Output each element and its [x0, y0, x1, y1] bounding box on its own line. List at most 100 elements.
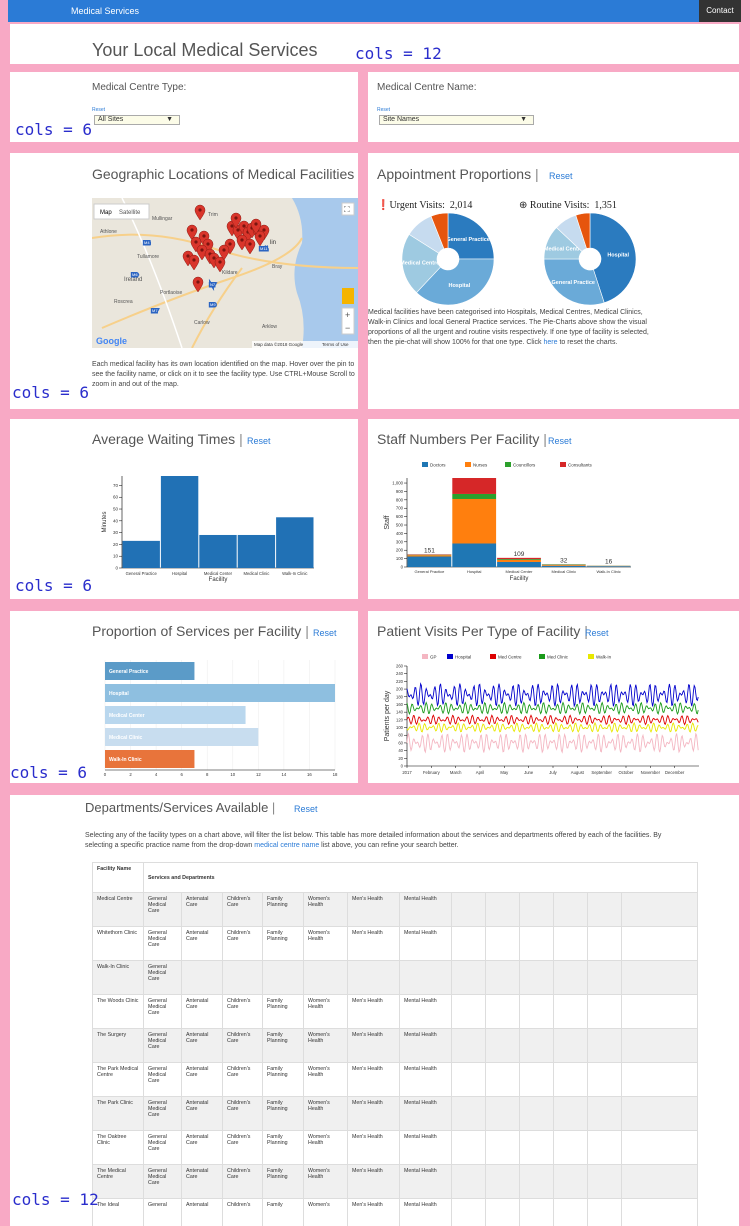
bar[interactable] — [237, 534, 276, 568]
map-pin-icon[interactable] — [218, 244, 230, 261]
bar[interactable] — [105, 728, 259, 746]
pie-slice[interactable] — [447, 212, 495, 260]
staff-bar-chart[interactable]: Doctors Nurses Councillors Consultants 0 100 2… — [377, 456, 639, 586]
stacked-bar-segment[interactable] — [497, 557, 541, 560]
table-row[interactable]: The Medical Centre General Medical Care An… — [92, 1164, 699, 1199]
bar[interactable] — [160, 476, 199, 568]
table-row[interactable]: Walk-In Clinic General Medical Care — [92, 960, 699, 995]
bar[interactable] — [105, 750, 195, 768]
pie-slice[interactable] — [543, 258, 605, 306]
medical-centre-name-link[interactable]: medical centre name — [254, 842, 320, 849]
service-cell: Children's Care — [222, 1164, 263, 1199]
map-pin-icon[interactable] — [194, 204, 206, 221]
series-line[interactable] — [406, 732, 699, 754]
series-line[interactable] — [406, 682, 699, 708]
stacked-bar-segment[interactable] — [407, 555, 452, 557]
zoom-out-button[interactable]: − — [345, 323, 350, 333]
map-pin-icon[interactable] — [186, 224, 198, 241]
pie-slice[interactable] — [401, 233, 441, 293]
map-pin-icon[interactable] — [192, 276, 204, 293]
table-row[interactable]: The Woods Clinic General Medical Care Ante… — [92, 994, 699, 1029]
type-filter-reset[interactable]: Reset — [92, 107, 106, 113]
bar[interactable] — [122, 540, 160, 568]
table-row[interactable]: The Park Clinic General Medical Care Anten… — [92, 1096, 699, 1131]
x-tick-label: Hospital — [467, 569, 482, 574]
table-row[interactable]: The Ideal General Antenatal Children's Famil… — [92, 1198, 699, 1226]
table-row[interactable]: The Oaktree Clinic General Medical Care An… — [92, 1130, 699, 1165]
facility-name-cell: The Park Medical Centre — [92, 1062, 144, 1097]
map-pin-icon[interactable] — [250, 218, 262, 235]
cols-6-label: cols = 6 — [12, 383, 90, 402]
legend-label: Med Centre — [498, 655, 522, 660]
x-tick-label: 18 — [333, 772, 338, 777]
series-line[interactable] — [406, 721, 699, 734]
waiting-reset[interactable]: Reset — [247, 436, 271, 446]
map-terms-link[interactable]: Terms of Use — [322, 342, 349, 347]
stacked-bar-segment[interactable] — [452, 498, 497, 544]
bar[interactable] — [105, 684, 335, 702]
stacked-bar-segment[interactable] — [452, 478, 497, 494]
facility-name-header[interactable]: Facility Name — [92, 862, 144, 893]
map-pin-icon[interactable] — [214, 256, 226, 273]
reset-charts-link[interactable]: here — [543, 339, 558, 346]
services-reset[interactable]: Reset — [313, 628, 337, 638]
satellite-type-button[interactable]: Satellite — [119, 210, 141, 216]
x-tick-label: August — [571, 770, 585, 775]
service-cell: Men's Health — [347, 892, 400, 927]
urgent-pie-chart[interactable]: General Practice Hospital Medical Centre — [400, 211, 496, 307]
map-pins[interactable] — [182, 204, 270, 293]
map-type-button[interactable]: Map — [100, 210, 112, 216]
stacked-bar-segment[interactable] — [452, 493, 497, 499]
departments-reset[interactable]: Reset — [294, 804, 318, 814]
map-pin-icon[interactable] — [244, 238, 256, 255]
bar[interactable] — [105, 662, 195, 680]
pie-slice[interactable] — [430, 212, 449, 250]
pie-slice[interactable] — [416, 258, 495, 306]
waiting-bar-chart[interactable]: 0 10 20 30 40 50 60 70 General Practice Hospital M… — [92, 470, 322, 585]
series-line[interactable] — [406, 701, 699, 716]
stacked-bar-segment[interactable] — [586, 566, 631, 567]
staff-reset[interactable]: Reset — [548, 436, 572, 446]
bar[interactable] — [276, 517, 314, 568]
type-select[interactable]: All Sites ▼ — [94, 115, 180, 125]
stacked-bar-segment[interactable] — [497, 559, 541, 562]
service-cell — [587, 1164, 622, 1199]
stacked-bar-segment[interactable] — [497, 559, 541, 560]
map-place-label: Trim — [208, 212, 218, 218]
contact-button[interactable]: Contact — [699, 0, 741, 22]
table-row[interactable]: Medical Centre General Medical Care Antena… — [92, 892, 699, 927]
fullscreen-button[interactable] — [341, 202, 355, 216]
zoom-in-button[interactable]: + — [345, 310, 350, 320]
map-pin-icon[interactable] — [258, 224, 270, 241]
map-place-label: Ireland — [124, 277, 142, 283]
map-widget[interactable]: Map Satellite Mullingar Trim Athlone Tul… — [92, 198, 358, 348]
stacked-bar-segment[interactable] — [407, 556, 452, 567]
name-select[interactable]: Site Names ▼ — [379, 115, 534, 125]
map-pin-icon[interactable] — [254, 230, 266, 247]
bar[interactable] — [199, 534, 237, 568]
routine-pie-chart[interactable]: Hospital General Practice Medical Centre — [542, 211, 638, 307]
visits-reset[interactable]: Reset — [585, 628, 609, 638]
bar[interactable] — [105, 706, 246, 724]
service-cell: Men's Health — [347, 926, 400, 961]
service-cell — [587, 1130, 622, 1165]
map-pin-icon[interactable] — [230, 212, 242, 229]
table-row[interactable]: The Park Medical Centre General Medical C… — [92, 1062, 699, 1097]
visits-line-chart[interactable]: GP Hospital Med Centre Med Clinic Walk-In020… — [377, 650, 707, 778]
stacked-bar-segment[interactable] — [541, 564, 586, 566]
stacked-bar-segment[interactable] — [497, 561, 541, 567]
pie-slice[interactable] — [589, 212, 637, 304]
pegman-icon[interactable] — [342, 288, 354, 304]
service-cell — [262, 960, 304, 995]
name-filter-reset[interactable]: Reset — [377, 107, 391, 113]
table-row[interactable]: The Surgery General Medical Care Antenatal… — [92, 1028, 699, 1063]
brand-link[interactable]: Medical Services — [71, 6, 140, 16]
table-row[interactable]: Whitethorn Clinic General Medical Care Ant… — [92, 926, 699, 961]
map-pin-icon[interactable] — [188, 254, 200, 271]
stacked-bar-segment[interactable] — [452, 543, 497, 567]
services-bar-chart[interactable]: 0 2 4 6 8 10 12 14 16 18 General Practice Hospital M… — [100, 655, 345, 781]
pie-slice[interactable] — [575, 212, 591, 249]
series-line[interactable] — [406, 714, 699, 726]
stacked-bar-segment[interactable] — [541, 565, 586, 567]
appointments-reset[interactable]: Reset — [549, 171, 573, 181]
